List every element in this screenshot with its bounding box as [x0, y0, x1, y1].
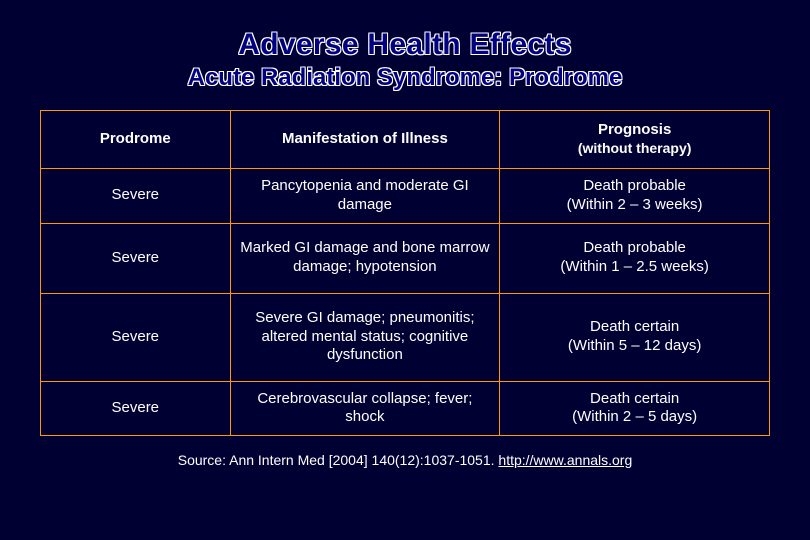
table-row: Severe Severe GI damage; pneumonitis; al… [41, 293, 770, 381]
cell-prodrome: Severe [41, 381, 231, 436]
source-link[interactable]: http://www.annals.org [498, 452, 632, 468]
cell-prognosis-line1: Death certain [590, 318, 679, 335]
cell-manifestation: Cerebrovascular collapse; fever; shock [230, 381, 500, 436]
col-header-prodrome: Prodrome [41, 111, 231, 169]
cell-manifestation: Marked GI damage and bone marrow damage;… [230, 223, 500, 293]
cell-prognosis-line2: (Within 1 – 2.5 weeks) [560, 258, 708, 275]
cell-prodrome: Severe [41, 223, 231, 293]
cell-prognosis-line2: (Within 2 – 3 weeks) [567, 196, 703, 213]
source-citation: Source: Ann Intern Med [2004] 140(12):10… [40, 452, 770, 468]
cell-prodrome: Severe [41, 293, 231, 381]
cell-manifestation: Severe GI damage; pneumonitis; altered m… [230, 293, 500, 381]
slide: Adverse Health Effects Acute Radiation S… [0, 0, 810, 540]
cell-prognosis: Death certain (Within 5 – 12 days) [500, 293, 770, 381]
cell-prognosis: Death probable (Within 1 – 2.5 weeks) [500, 223, 770, 293]
cell-prodrome: Severe [41, 169, 231, 224]
col-header-manifestation: Manifestation of Illness [230, 111, 500, 169]
cell-prognosis-line2: (Within 2 – 5 days) [572, 408, 697, 425]
col-header-prognosis: Prognosis (without therapy) [500, 111, 770, 169]
source-text: Source: Ann Intern Med [2004] 140(12):10… [178, 452, 499, 468]
heading: Adverse Health Effects Acute Radiation S… [40, 28, 770, 92]
table-row: Severe Cerebrovascular collapse; fever; … [41, 381, 770, 436]
cell-prognosis: Death certain (Within 2 – 5 days) [500, 381, 770, 436]
table-row: Severe Marked GI damage and bone marrow … [41, 223, 770, 293]
prodrome-table: Prodrome Manifestation of Illness Progno… [40, 110, 770, 436]
cell-prognosis-line2: (Within 5 – 12 days) [568, 337, 701, 354]
slide-title: Adverse Health Effects [40, 28, 770, 62]
cell-prognosis-line1: Death probable [583, 177, 686, 194]
cell-manifestation: Pancytopenia and moderate GI damage [230, 169, 500, 224]
col-header-prognosis-line2: (without therapy) [506, 140, 763, 158]
cell-prognosis-line1: Death probable [583, 239, 686, 256]
cell-prognosis-line1: Death certain [590, 390, 679, 407]
table-row: Severe Pancytopenia and moderate GI dama… [41, 169, 770, 224]
cell-prognosis: Death probable (Within 2 – 3 weeks) [500, 169, 770, 224]
table-header-row: Prodrome Manifestation of Illness Progno… [41, 111, 770, 169]
col-header-prognosis-line1: Prognosis [598, 121, 671, 138]
slide-subtitle: Acute Radiation Syndrome: Prodrome [40, 64, 770, 92]
